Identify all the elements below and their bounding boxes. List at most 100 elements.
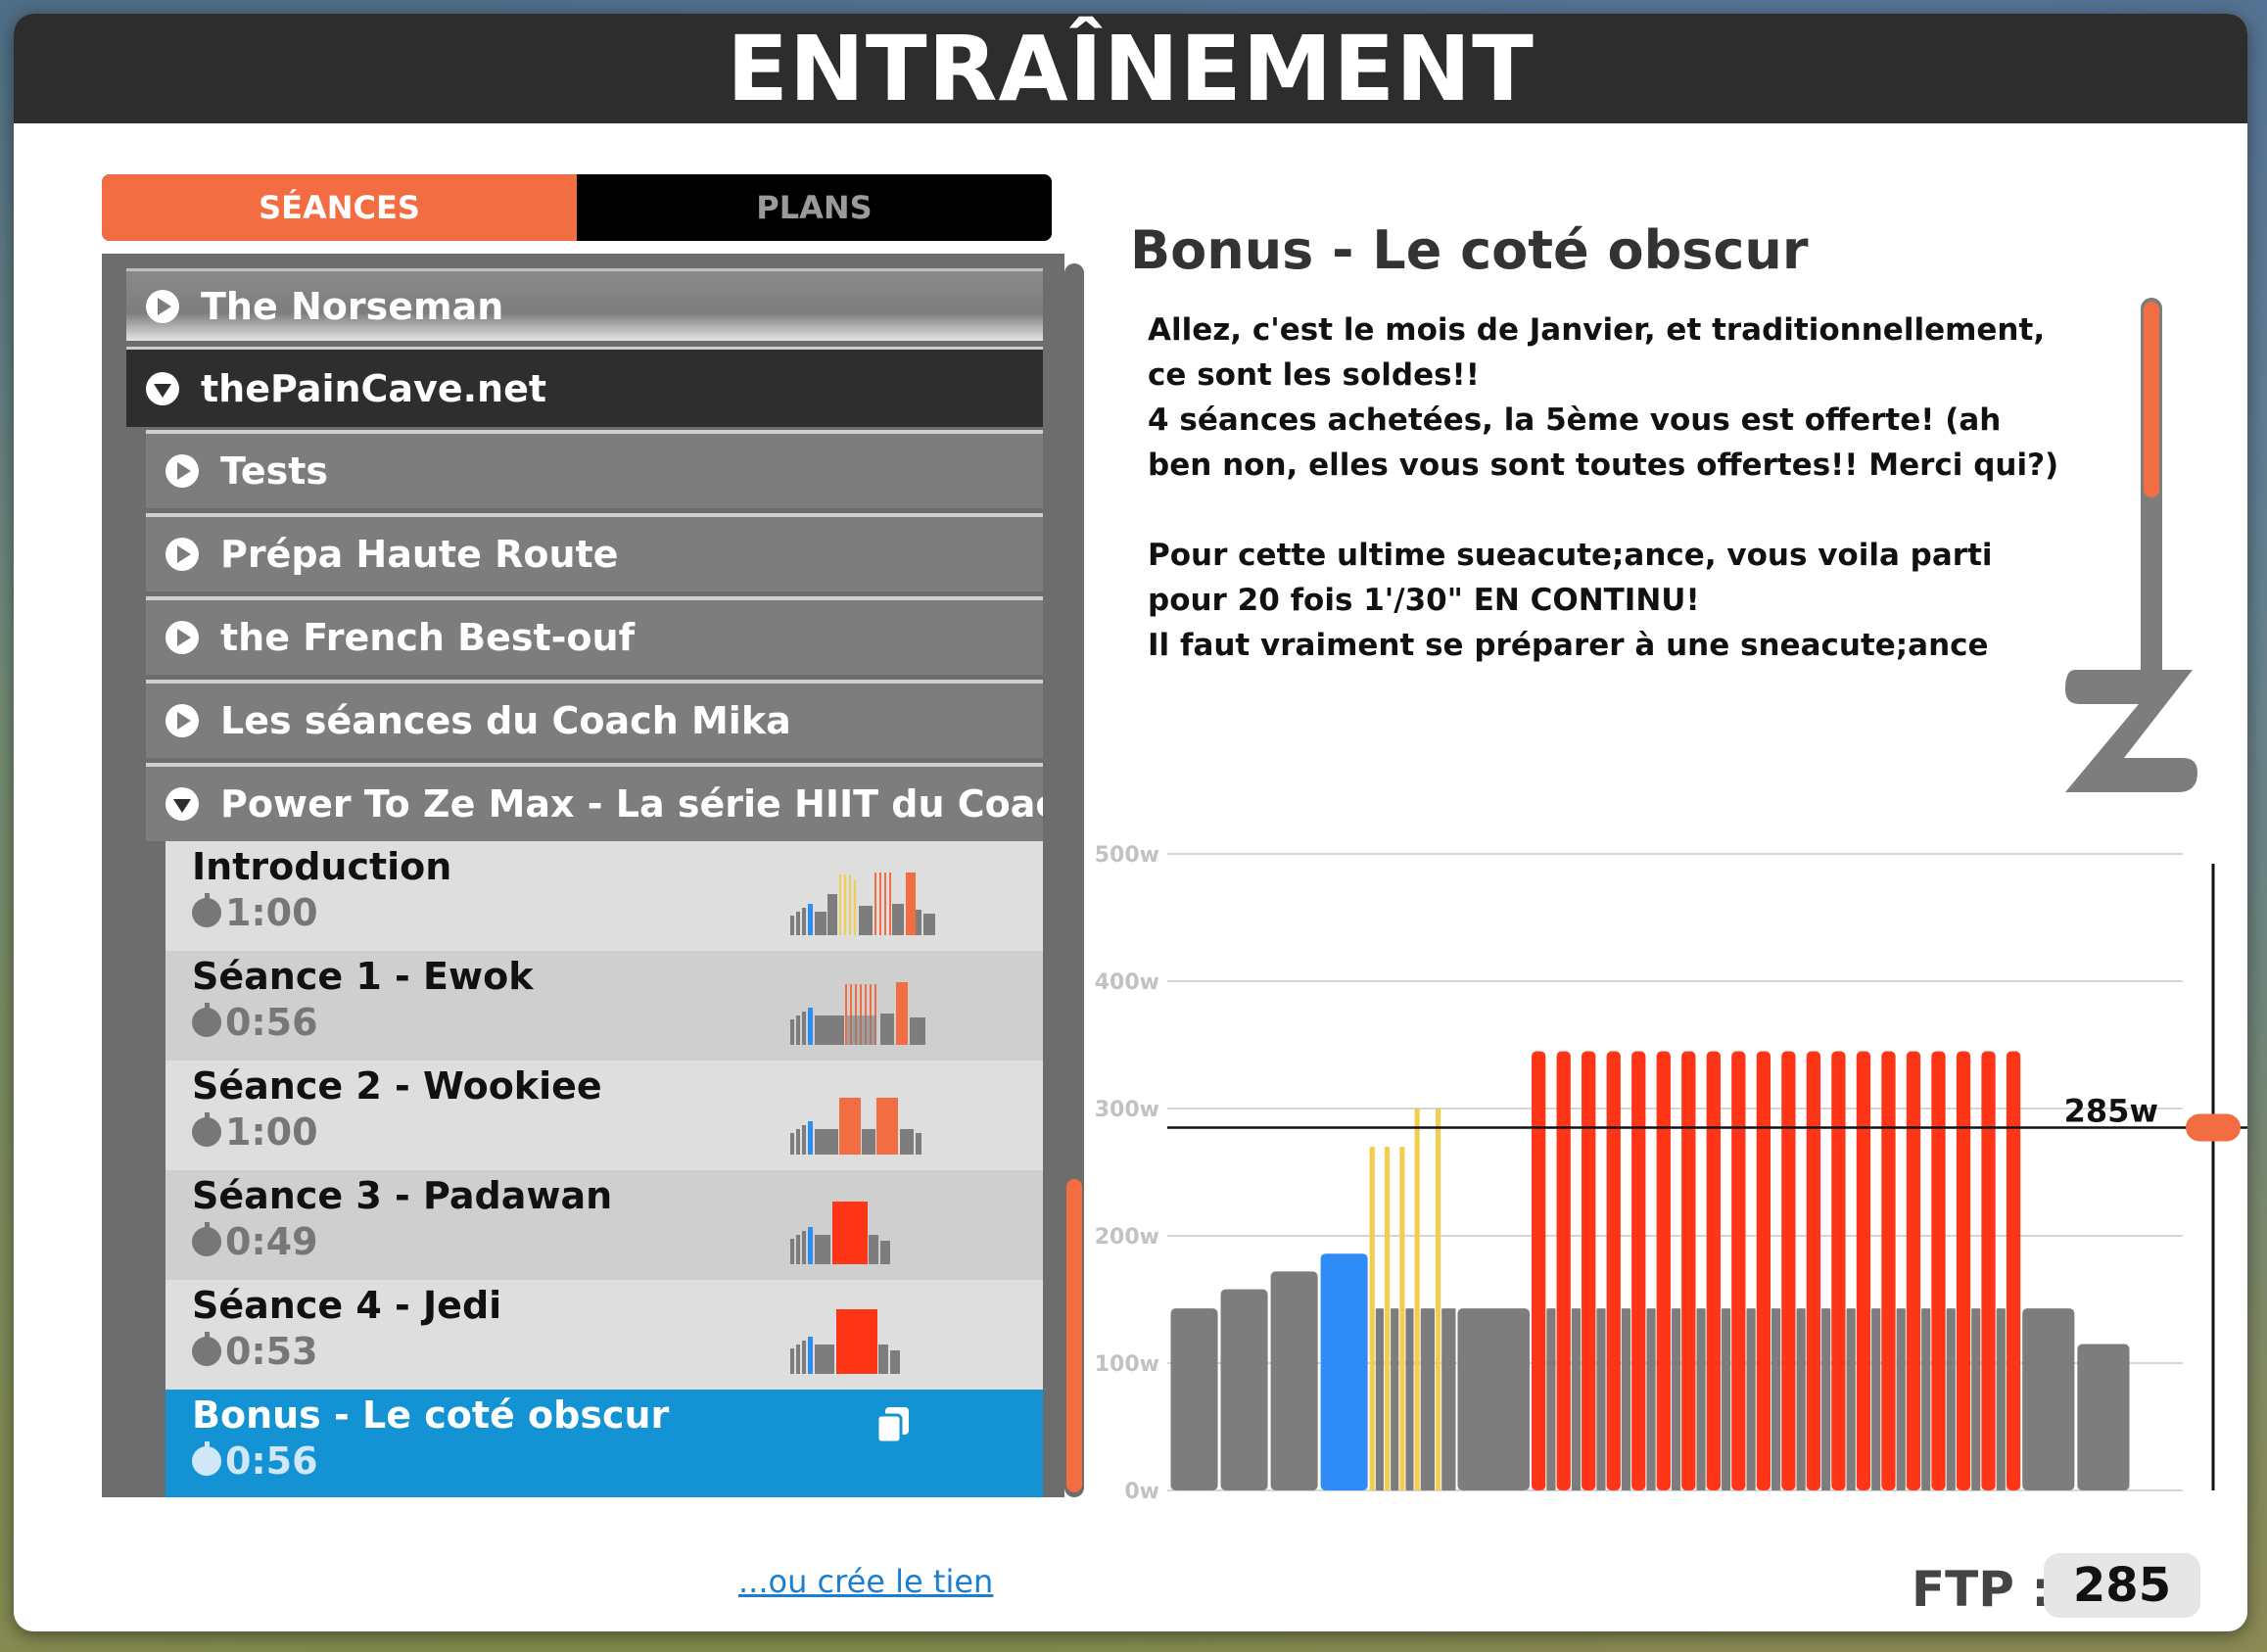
workout-item-bonus[interactable]: Bonus - Le coté obscur 0:56 [165,1390,1043,1497]
power-bar [1681,1051,1696,1490]
workout-item-seance-2[interactable]: Séance 2 - Wookiee 1:00 [165,1061,1043,1170]
workout-duration: 1:00 [192,1109,1043,1155]
collapse-arrow-icon [165,787,199,821]
expand-arrow-icon [165,454,199,488]
subcategory-power-to-ze-max[interactable]: Power To Ze Max - La série HIIT du Coach… [146,763,1043,841]
power-bar [1856,1051,1871,1490]
subcategory-tests[interactable]: Tests [146,430,1043,508]
power-bar [1656,1051,1671,1490]
workout-duration: 0:56 [192,1000,1043,1045]
subcategory-label: Prépa Haute Route [220,533,619,576]
stopwatch-icon [192,1332,221,1366]
workout-item-seance-3[interactable]: Séance 3 - Padawan 0:49 [165,1170,1043,1280]
power-bar [1956,1051,1971,1490]
workout-list: The Norseman thePainCave.net Tests Prépa… [102,254,1064,1497]
power-bar [1931,1051,1946,1490]
power-bar [1921,1308,1931,1490]
power-bar [1646,1308,1656,1490]
tab-bar: SÉANCES PLANS [102,174,1052,241]
ftp-label: FTP : [1912,1561,2052,1618]
workout-name: Séance 4 - Jedi [192,1284,502,1327]
power-bar [1220,1289,1268,1490]
power-bar [1414,1109,1420,1490]
tab-plans[interactable]: PLANS [577,174,1052,241]
y-tick-label: 200w [1095,1225,1159,1250]
power-bar [1436,1109,1441,1490]
workout-item-introduction[interactable]: Introduction 1:00 [165,841,1043,951]
power-bar [1846,1308,1856,1490]
subcategory-prepa-haute-route[interactable]: Prépa Haute Route [146,513,1043,591]
expand-arrow-icon [165,538,199,571]
stopwatch-icon [192,1003,221,1037]
stopwatch-icon [192,893,221,927]
y-tick-label: 0w [1124,1480,1159,1502]
workout-item-seance-1[interactable]: Séance 1 - Ewok 0:56 [165,951,1043,1061]
description-scrollbar-thumb[interactable] [2144,302,2159,497]
expand-arrow-icon [165,704,199,737]
power-bar [1405,1308,1414,1490]
collapse-arrow-icon [146,371,179,405]
power-bar [1731,1051,1746,1490]
power-bar [1270,1271,1318,1490]
y-tick-label: 100w [1095,1352,1159,1377]
power-bar [1971,1308,1981,1490]
stopwatch-icon [192,1112,221,1147]
training-window: ENTRAÎNEMENT SÉANCES PLANS The Norseman … [14,14,2247,1631]
create-workout-link[interactable]: ...ou crée le tien [738,1563,994,1600]
power-bar [1881,1051,1896,1490]
duplicate-icon[interactable] [875,1405,911,1444]
workout-item-seance-4[interactable]: Séance 4 - Jedi 0:53 [165,1280,1043,1390]
workout-profile-thumbnail [790,1098,921,1155]
power-bar [1696,1308,1706,1490]
power-bar [1906,1051,1921,1490]
workout-description: Allez, c'est le mois de Janvier, et trad… [1148,312,2059,663]
power-bar [1831,1051,1846,1490]
workout-profile-thumbnail [790,1202,890,1264]
power-bar [1556,1051,1571,1490]
workout-profile-thumbnail [790,1309,900,1374]
power-bar [1996,1308,2006,1490]
power-bar [1756,1051,1771,1490]
power-bar [1721,1308,1731,1490]
power-bar [1606,1051,1621,1490]
power-bar [1896,1308,1906,1490]
power-bar [1781,1051,1796,1490]
power-bar [1399,1147,1405,1490]
description-scrollbar[interactable] [2141,298,2162,689]
subcategory-coach-mika[interactable]: Les séances du Coach Mika [146,680,1043,758]
category-label: thePainCave.net [201,366,547,410]
y-tick-label: 400w [1095,970,1159,995]
tab-seances[interactable]: SÉANCES [102,174,577,241]
stopwatch-icon [192,1222,221,1256]
power-bar [1821,1308,1831,1490]
zwift-z-logo-icon [2065,670,2197,792]
window-title: ENTRAÎNEMENT [14,14,2247,123]
stopwatch-icon [192,1441,221,1476]
power-bar [1671,1308,1681,1490]
list-scrollbar-thumb[interactable] [1066,1179,1082,1492]
power-bar [1420,1308,1436,1490]
subcategory-label: Tests [220,449,329,493]
workout-name: Séance 3 - Padawan [192,1174,613,1217]
category-paincave[interactable]: thePainCave.net [126,347,1043,427]
power-bar [1582,1051,1596,1490]
workout-name: Séance 2 - Wookiee [192,1064,602,1108]
workout-duration: 0:56 [192,1439,1043,1484]
list-scrollbar[interactable] [1064,263,1084,1497]
workout-name: Bonus - Le coté obscur [192,1393,670,1437]
subcategory-french-best-ouf[interactable]: the French Best-ouf [146,596,1043,675]
workout-profile-thumbnail [790,982,925,1045]
workout-name: Séance 1 - Ewok [192,955,534,998]
subcategory-label: Power To Ze Max - La série HIIT du Coach… [220,782,1043,826]
category-norseman[interactable]: The Norseman [126,268,1043,341]
power-bar [1706,1051,1721,1490]
workout-duration: 0:53 [192,1329,1043,1374]
ftp-slider-handle[interactable] [2186,1113,2241,1142]
power-bar [1441,1308,1456,1490]
power-bar [1771,1308,1781,1490]
workout-duration: 0:49 [192,1219,1043,1264]
power-bar [2006,1051,2021,1490]
ftp-value[interactable]: 285 [2044,1553,2200,1618]
expand-arrow-icon [165,621,199,654]
subcategory-label: Les séances du Coach Mika [220,699,791,742]
